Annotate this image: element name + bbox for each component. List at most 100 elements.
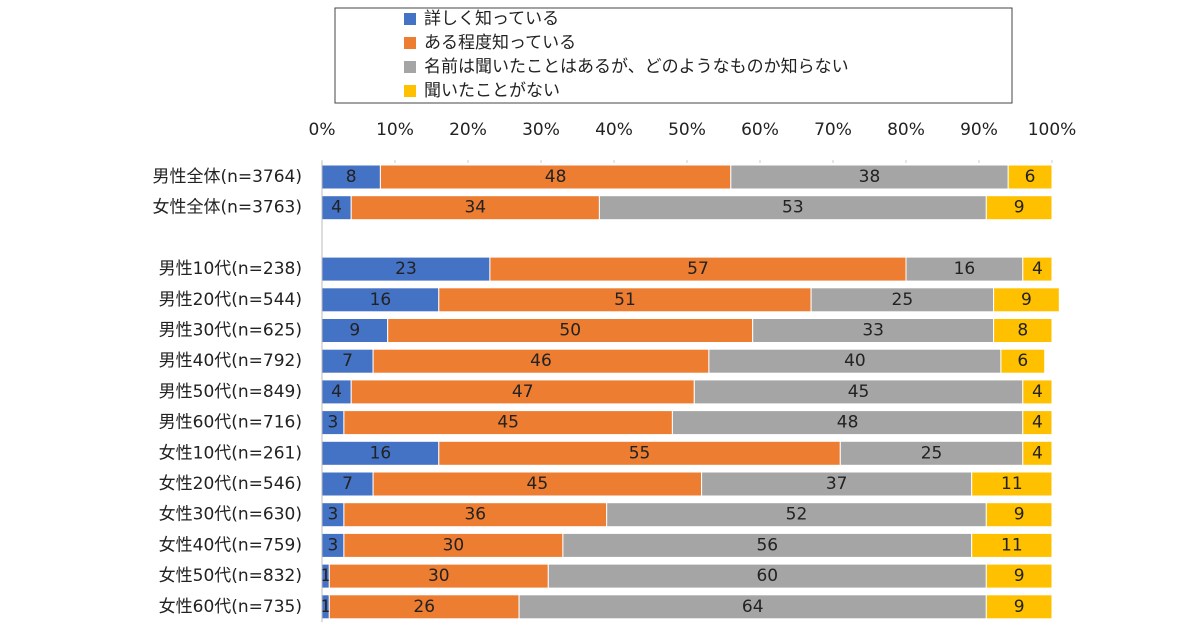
data-label: 53 xyxy=(782,198,804,218)
data-label: 57 xyxy=(687,259,709,279)
x-tick-label: 100% xyxy=(1028,120,1077,140)
data-label: 64 xyxy=(742,597,764,617)
data-label: 9 xyxy=(1014,198,1025,218)
data-label: 3 xyxy=(328,505,339,525)
data-label: 1 xyxy=(320,597,331,617)
bar-segment xyxy=(1000,348,1046,374)
legend-swatch xyxy=(404,61,416,73)
bar-segment xyxy=(343,532,564,558)
x-tick-label: 60% xyxy=(741,120,779,140)
bar-segment xyxy=(839,440,1024,466)
bar-segment xyxy=(730,164,1009,190)
data-label: 48 xyxy=(837,413,859,433)
x-tick-label: 30% xyxy=(522,120,560,140)
y-tick-label: 女性60代(n=735) xyxy=(159,597,302,617)
legend-label: 詳しく知っている xyxy=(424,9,559,29)
bar-segment xyxy=(1022,440,1053,466)
y-tick-label: 女性10代(n=261) xyxy=(159,443,302,463)
data-label: 9 xyxy=(1014,597,1025,617)
data-label: 51 xyxy=(614,290,636,310)
y-tick-label: 女性40代(n=759) xyxy=(159,535,302,555)
bar-segment xyxy=(321,440,440,466)
data-label: 56 xyxy=(756,535,778,555)
bar-segment xyxy=(438,287,812,313)
bar-segment xyxy=(547,563,987,589)
data-label: 48 xyxy=(545,167,567,187)
x-tick-label: 90% xyxy=(960,120,998,140)
data-label: 46 xyxy=(530,351,552,371)
data-label: 25 xyxy=(892,290,914,310)
bar-segment xyxy=(350,379,695,405)
data-label: 4 xyxy=(1032,382,1043,402)
bar-segment xyxy=(343,410,673,436)
data-label: 7 xyxy=(342,474,353,494)
data-label: 1 xyxy=(320,566,331,586)
bar-segment xyxy=(328,594,520,620)
bar-segment xyxy=(1022,410,1053,436)
data-label: 25 xyxy=(921,443,943,463)
data-label: 16 xyxy=(370,443,392,463)
y-tick-label: 女性全体(n=3763) xyxy=(152,198,302,218)
data-label: 30 xyxy=(443,535,465,555)
legend-label: ある程度知っている xyxy=(424,33,576,53)
bar-segment xyxy=(321,195,352,221)
data-label: 34 xyxy=(464,198,486,218)
bar-segment xyxy=(985,502,1053,528)
x-tick-label: 80% xyxy=(887,120,925,140)
bar-segment xyxy=(343,502,608,528)
legend-swatch xyxy=(404,37,416,49)
legend-swatch xyxy=(404,13,416,25)
bar-segment xyxy=(993,318,1053,343)
data-label: 8 xyxy=(1017,321,1028,341)
data-label: 55 xyxy=(629,443,651,463)
y-tick-label: 男性10代(n=238) xyxy=(159,259,302,279)
bar-segment xyxy=(985,195,1053,221)
bar-segment xyxy=(321,256,491,282)
data-label: 33 xyxy=(862,321,884,341)
data-label: 23 xyxy=(395,259,417,279)
data-label: 3 xyxy=(328,413,339,433)
y-tick-label: 男性50代(n=849) xyxy=(159,382,302,402)
data-label: 7 xyxy=(342,351,353,371)
legend-label: 聞いたことがない xyxy=(424,81,560,101)
data-label: 45 xyxy=(497,413,519,433)
x-tick-label: 10% xyxy=(376,120,414,140)
y-tick-label: 男性20代(n=544) xyxy=(159,290,302,310)
data-label: 60 xyxy=(756,566,778,586)
data-label: 47 xyxy=(512,382,534,402)
legend-swatch xyxy=(404,85,416,97)
data-label: 52 xyxy=(786,505,808,525)
bar-segment xyxy=(328,563,549,589)
data-label: 4 xyxy=(1032,259,1043,279)
bar-segment xyxy=(985,563,1053,589)
data-label: 9 xyxy=(1014,505,1025,525)
data-label: 9 xyxy=(1021,290,1032,310)
data-label: 16 xyxy=(370,290,392,310)
data-label: 6 xyxy=(1025,167,1036,187)
bar-segment xyxy=(321,164,381,190)
bar-segment xyxy=(321,287,440,313)
data-label: 37 xyxy=(826,474,848,494)
data-label: 40 xyxy=(844,351,866,371)
x-tick-label: 20% xyxy=(449,120,487,140)
bar-segment xyxy=(971,532,1053,558)
data-label: 11 xyxy=(1001,474,1023,494)
data-label: 4 xyxy=(1032,443,1043,463)
data-label: 36 xyxy=(464,505,486,525)
data-label: 45 xyxy=(527,474,549,494)
bar-segment xyxy=(671,410,1024,436)
bar-segment xyxy=(985,594,1053,620)
data-label: 4 xyxy=(331,198,342,218)
bar-segment xyxy=(606,502,987,528)
y-tick-label: 男性30代(n=625) xyxy=(159,321,302,341)
data-label: 30 xyxy=(428,566,450,586)
data-label: 4 xyxy=(1032,413,1043,433)
legend-label: 名前は聞いたことはあるが、どのようなものか知らない xyxy=(424,57,849,77)
bar-segment xyxy=(993,287,1060,313)
data-label: 38 xyxy=(859,167,881,187)
y-tick-label: 男性40代(n=792) xyxy=(159,351,302,371)
data-label: 16 xyxy=(954,259,976,279)
data-label: 4 xyxy=(331,382,342,402)
x-tick-label: 0% xyxy=(309,120,336,140)
